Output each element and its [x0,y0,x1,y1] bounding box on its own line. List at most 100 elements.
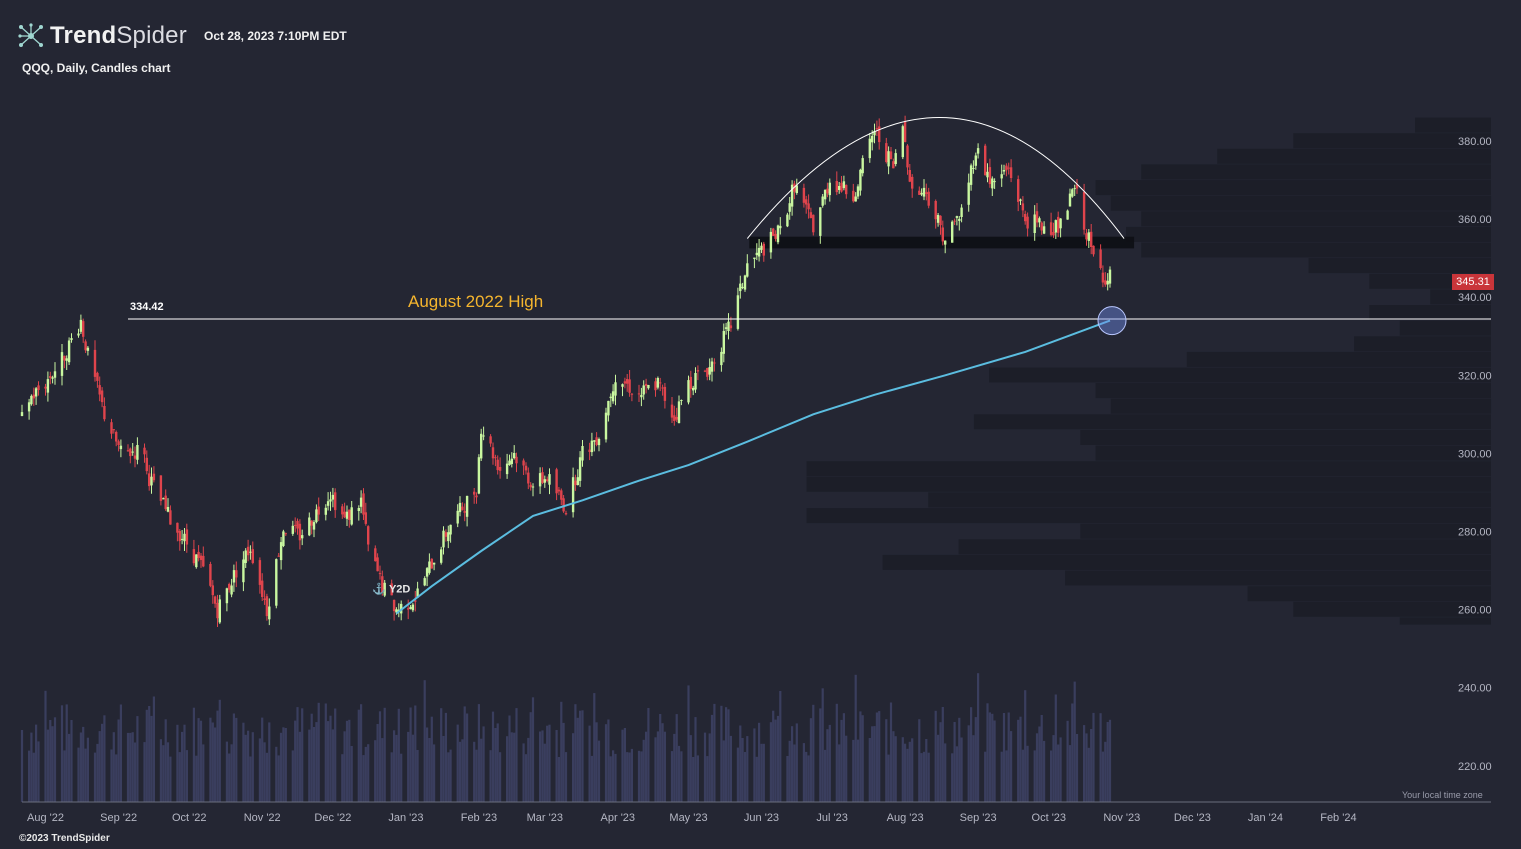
candle-body [414,600,417,602]
candle [1024,210,1027,225]
volume-bar [1068,745,1072,802]
candle [20,404,24,417]
candle [927,187,930,209]
candle [595,432,598,447]
volume-bar [529,712,532,802]
candle [654,377,657,397]
candle [703,369,707,373]
volume-bar [20,730,24,802]
candle [491,442,495,465]
candle [614,374,617,406]
candle-body [218,599,221,623]
volume-bar [753,728,756,802]
volume-bar [159,739,162,802]
candle-body [642,385,645,395]
candle-body [960,207,963,217]
volume-bar [892,731,895,802]
candle-body [673,415,676,421]
candle-body [1033,214,1036,233]
candle [98,376,101,402]
volume-bar [955,746,958,802]
candle-body [1038,218,1041,223]
volume-bar [466,713,469,802]
last-price-tag: 345.31 [1452,274,1494,290]
candle-body [291,525,294,534]
candle [953,218,956,225]
y-tick-label: 280.00 [1458,527,1492,539]
candle [875,120,879,136]
candle-body [609,396,612,399]
volume-bar [1021,749,1024,802]
candle [395,607,398,615]
volume-bar [1002,713,1006,802]
candle [1019,198,1022,205]
candle [647,384,650,390]
candle [131,443,134,456]
candle [861,155,864,177]
volume-bar [1040,715,1043,802]
volume-bar [769,722,772,802]
volume-bar [129,732,132,802]
candle [609,393,612,408]
candle-body [807,203,810,210]
candle [357,505,360,521]
candle-body [590,440,594,453]
volume-profile-row [806,476,1491,492]
candle [670,397,674,423]
volume-bar [178,752,181,802]
candle-body [821,196,824,206]
candle-body [1026,216,1029,229]
candle [1049,212,1053,237]
candle [993,178,996,189]
candle-body [228,584,231,590]
volume-bar [416,750,419,802]
candle-body [317,506,320,515]
candle-body [362,493,365,515]
volume-bar [447,752,450,802]
candle [856,184,860,200]
candle [482,426,485,441]
candle-body [268,606,271,620]
candle-body [515,456,518,464]
volume-bar [725,707,728,802]
x-tick-label: Mar '23 [527,812,563,824]
candle [661,384,664,396]
volume-bar [331,729,334,802]
volume-bar [444,712,447,802]
volume-bar [195,755,198,802]
candle-body [934,201,937,220]
volume-bar [939,722,942,802]
volume-profile-row [1065,570,1491,586]
volume-bar [974,717,977,802]
candle [350,501,353,526]
volume-profile-row [1141,164,1491,180]
candle-body [473,491,476,495]
candle [185,523,189,553]
candle-body [628,379,631,393]
candle [840,176,843,193]
volume-bar [28,750,31,802]
candle-body [235,570,238,578]
volume-bar [343,731,346,802]
volume-profile-row [1080,523,1491,539]
candle-body [828,182,831,196]
volume-bar [984,751,987,802]
candle [265,593,269,621]
candle [656,376,659,390]
candle-body [555,469,558,494]
candle-body [232,570,236,583]
volume-bar [729,735,732,802]
candle [753,257,756,269]
volume-bar [51,726,54,802]
candle [1026,212,1029,237]
volume-bar [258,738,261,802]
candle-body [1071,189,1074,197]
candle-body [298,523,302,541]
volume-bar [1033,750,1036,802]
volume-bar [1019,716,1022,802]
volume-bar [383,707,386,802]
candle-body [541,472,544,483]
volume-bar [1054,694,1057,802]
candle-body [562,498,565,512]
